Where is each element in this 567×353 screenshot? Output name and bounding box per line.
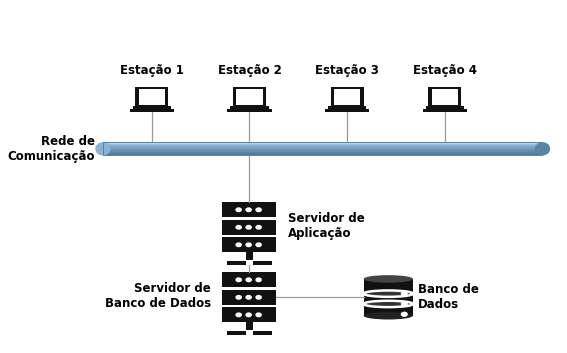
FancyBboxPatch shape <box>222 290 277 305</box>
Ellipse shape <box>535 142 550 155</box>
FancyBboxPatch shape <box>103 146 543 147</box>
FancyBboxPatch shape <box>222 238 277 252</box>
Text: Estação 4: Estação 4 <box>413 64 477 77</box>
FancyBboxPatch shape <box>328 106 366 110</box>
FancyBboxPatch shape <box>133 106 171 110</box>
FancyBboxPatch shape <box>103 152 543 153</box>
Circle shape <box>236 313 241 317</box>
Circle shape <box>401 312 407 316</box>
Text: Servidor de
Banco de Dados: Servidor de Banco de Dados <box>105 282 211 310</box>
FancyBboxPatch shape <box>130 109 174 112</box>
Ellipse shape <box>363 312 413 319</box>
FancyBboxPatch shape <box>226 331 246 335</box>
FancyBboxPatch shape <box>422 109 467 112</box>
Circle shape <box>246 295 251 299</box>
FancyBboxPatch shape <box>222 273 277 287</box>
Ellipse shape <box>363 291 413 297</box>
FancyBboxPatch shape <box>236 89 263 104</box>
Circle shape <box>256 208 261 211</box>
Circle shape <box>236 208 241 211</box>
FancyBboxPatch shape <box>103 146 543 148</box>
FancyBboxPatch shape <box>103 151 543 152</box>
Circle shape <box>256 278 261 282</box>
FancyBboxPatch shape <box>363 279 413 316</box>
FancyBboxPatch shape <box>331 87 363 107</box>
Text: Estação 1: Estação 1 <box>120 64 184 77</box>
FancyBboxPatch shape <box>222 202 277 217</box>
FancyBboxPatch shape <box>226 261 246 265</box>
FancyBboxPatch shape <box>103 148 543 149</box>
FancyBboxPatch shape <box>103 143 543 144</box>
Ellipse shape <box>95 142 111 155</box>
Circle shape <box>256 295 261 299</box>
FancyBboxPatch shape <box>103 147 543 148</box>
FancyBboxPatch shape <box>233 87 266 107</box>
Circle shape <box>246 243 251 246</box>
Ellipse shape <box>363 275 413 283</box>
Circle shape <box>401 292 407 295</box>
Text: Estação 2: Estação 2 <box>218 64 281 77</box>
FancyBboxPatch shape <box>246 252 253 260</box>
FancyBboxPatch shape <box>246 322 253 330</box>
Text: Servidor de
Aplicação: Servidor de Aplicação <box>288 211 365 240</box>
FancyBboxPatch shape <box>103 150 543 151</box>
Circle shape <box>236 243 241 246</box>
FancyBboxPatch shape <box>431 89 458 104</box>
Circle shape <box>246 226 251 229</box>
Circle shape <box>246 278 251 282</box>
FancyBboxPatch shape <box>103 144 543 145</box>
FancyBboxPatch shape <box>103 149 543 150</box>
Circle shape <box>256 313 261 317</box>
FancyBboxPatch shape <box>103 152 543 154</box>
FancyBboxPatch shape <box>103 145 543 146</box>
FancyBboxPatch shape <box>136 87 168 107</box>
Circle shape <box>256 226 261 229</box>
FancyBboxPatch shape <box>222 307 277 322</box>
Ellipse shape <box>363 301 413 307</box>
FancyBboxPatch shape <box>103 144 543 145</box>
Circle shape <box>236 278 241 282</box>
FancyBboxPatch shape <box>334 89 360 104</box>
FancyBboxPatch shape <box>103 150 543 151</box>
FancyBboxPatch shape <box>253 331 272 335</box>
FancyBboxPatch shape <box>253 261 272 265</box>
FancyBboxPatch shape <box>227 109 272 112</box>
FancyBboxPatch shape <box>139 89 165 104</box>
FancyBboxPatch shape <box>103 154 543 155</box>
FancyBboxPatch shape <box>325 109 369 112</box>
FancyBboxPatch shape <box>103 143 543 144</box>
FancyBboxPatch shape <box>230 106 269 110</box>
Circle shape <box>256 243 261 246</box>
Circle shape <box>401 302 407 306</box>
FancyBboxPatch shape <box>103 142 543 143</box>
FancyBboxPatch shape <box>103 149 543 150</box>
Text: Rede de
Comunicação: Rede de Comunicação <box>8 135 95 163</box>
Circle shape <box>246 313 251 317</box>
Text: Banco de
Dados: Banco de Dados <box>418 283 479 311</box>
Text: Estação 3: Estação 3 <box>315 64 379 77</box>
FancyBboxPatch shape <box>222 220 277 235</box>
Circle shape <box>236 226 241 229</box>
FancyBboxPatch shape <box>425 106 464 110</box>
FancyBboxPatch shape <box>429 87 461 107</box>
Circle shape <box>236 295 241 299</box>
Circle shape <box>246 208 251 211</box>
FancyBboxPatch shape <box>103 153 543 154</box>
